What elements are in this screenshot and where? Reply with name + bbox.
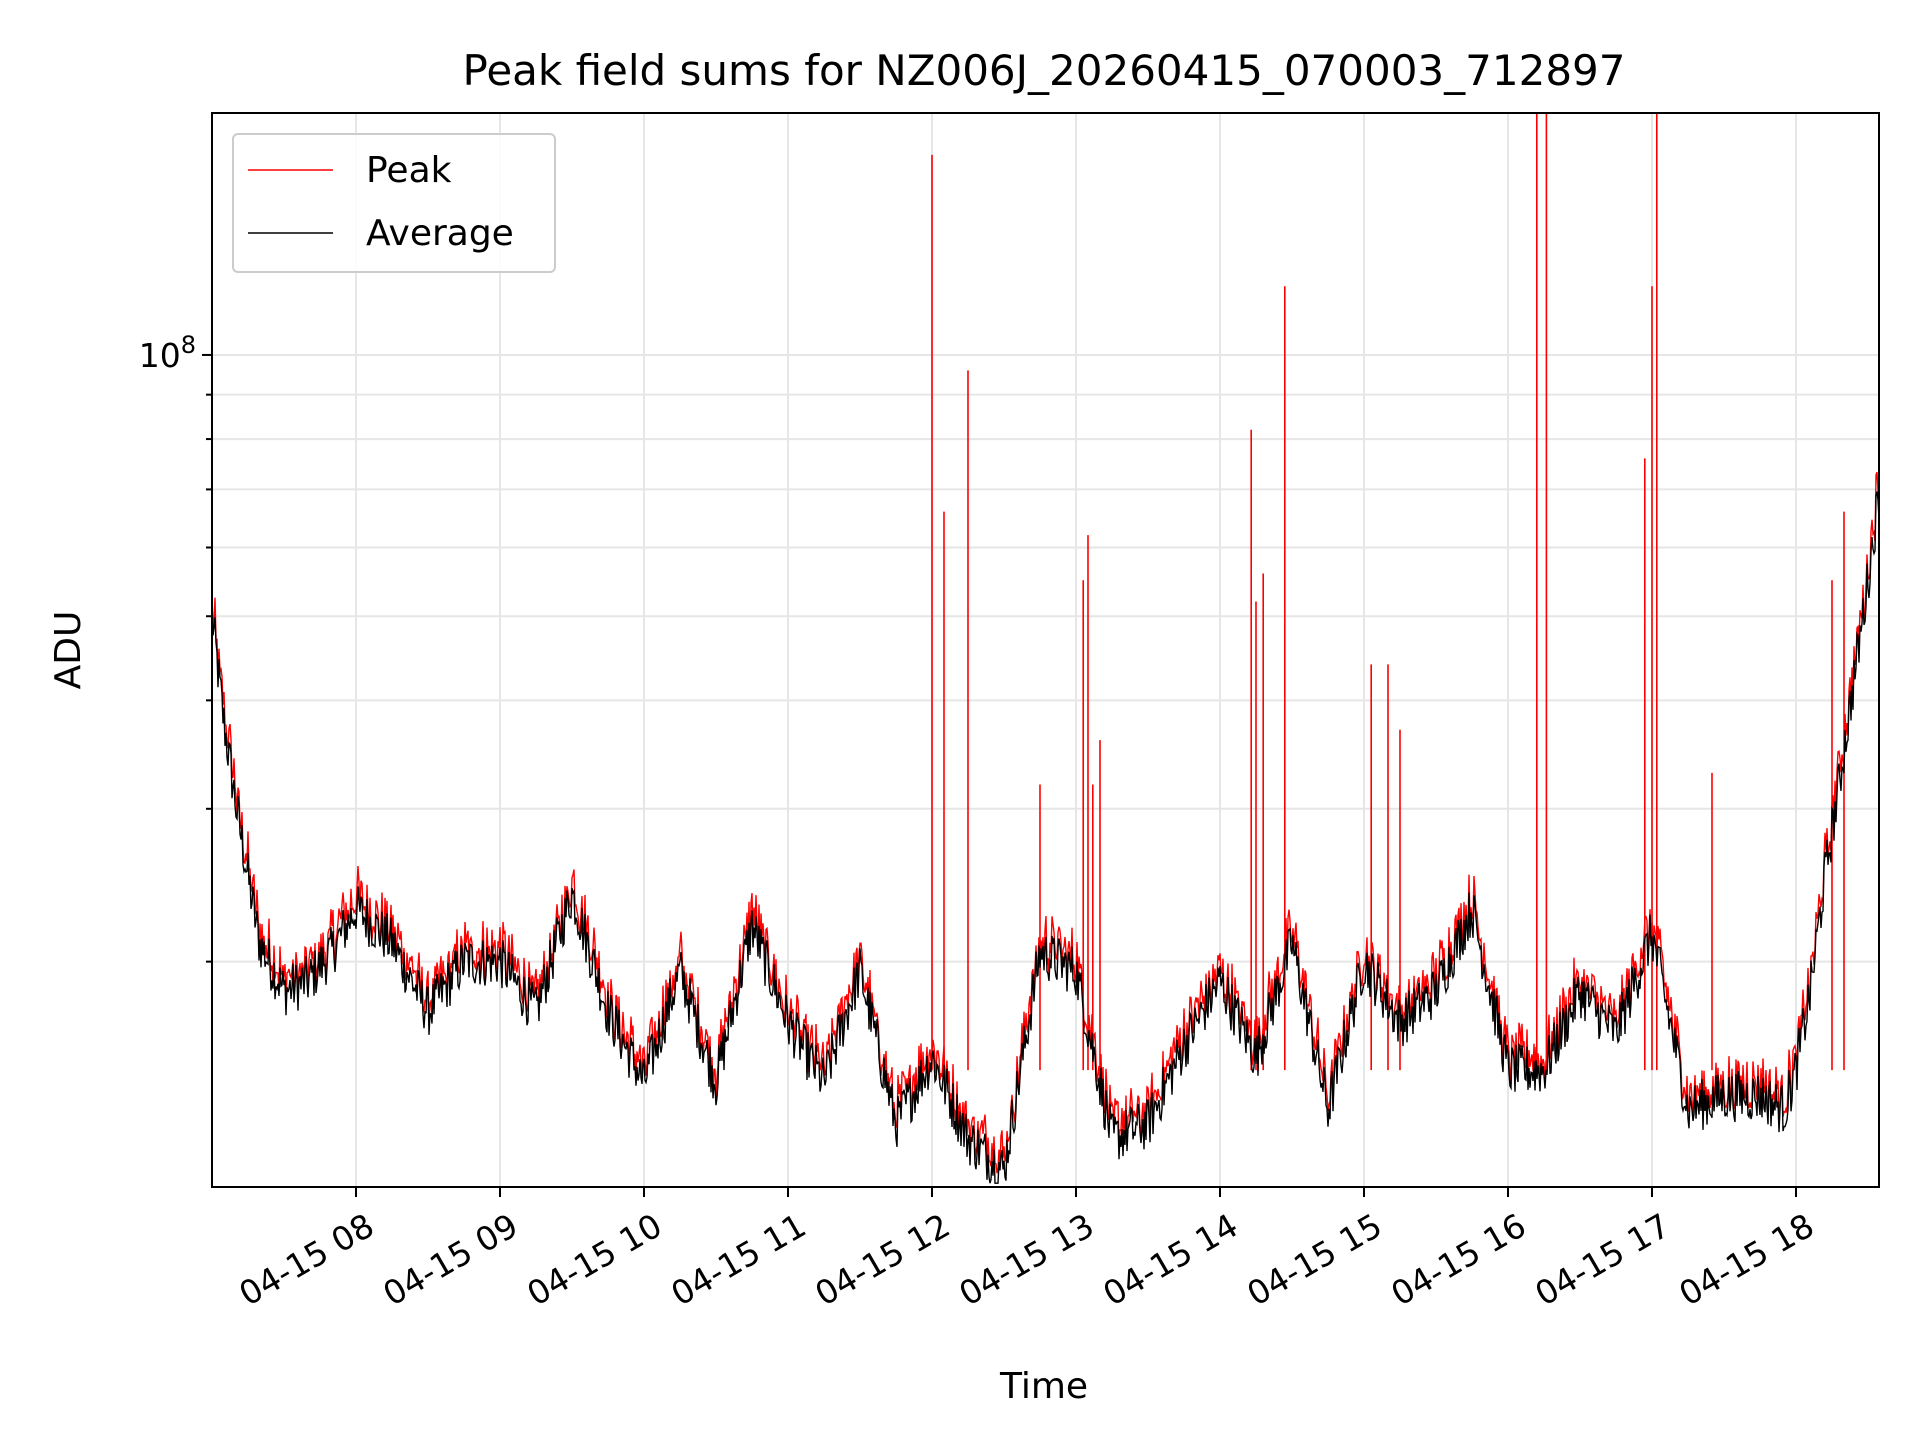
series-line-peak [212, 471, 1879, 1174]
legend-label-average: Average [366, 213, 514, 254]
x-axis-label: Time [999, 1366, 1088, 1407]
series-line-average [212, 491, 1879, 1184]
y-axis: 108 [139, 331, 212, 963]
legend-label-peak: Peak [366, 150, 452, 191]
y-tick-label: 108 [139, 331, 196, 375]
plot-series [212, 113, 1879, 1184]
y-tick-label-base: 10 [139, 336, 181, 375]
legend: Peak Average [232, 133, 556, 273]
chart-title: Peak field sums for NZ006J_20260415_0700… [463, 46, 1626, 95]
plot-frame [211, 112, 1880, 1188]
plot-area [212, 113, 1879, 1184]
y-axis-label: ADU [48, 611, 89, 690]
y-tick-label-exponent: 8 [181, 331, 196, 359]
legend-box [232, 133, 556, 273]
